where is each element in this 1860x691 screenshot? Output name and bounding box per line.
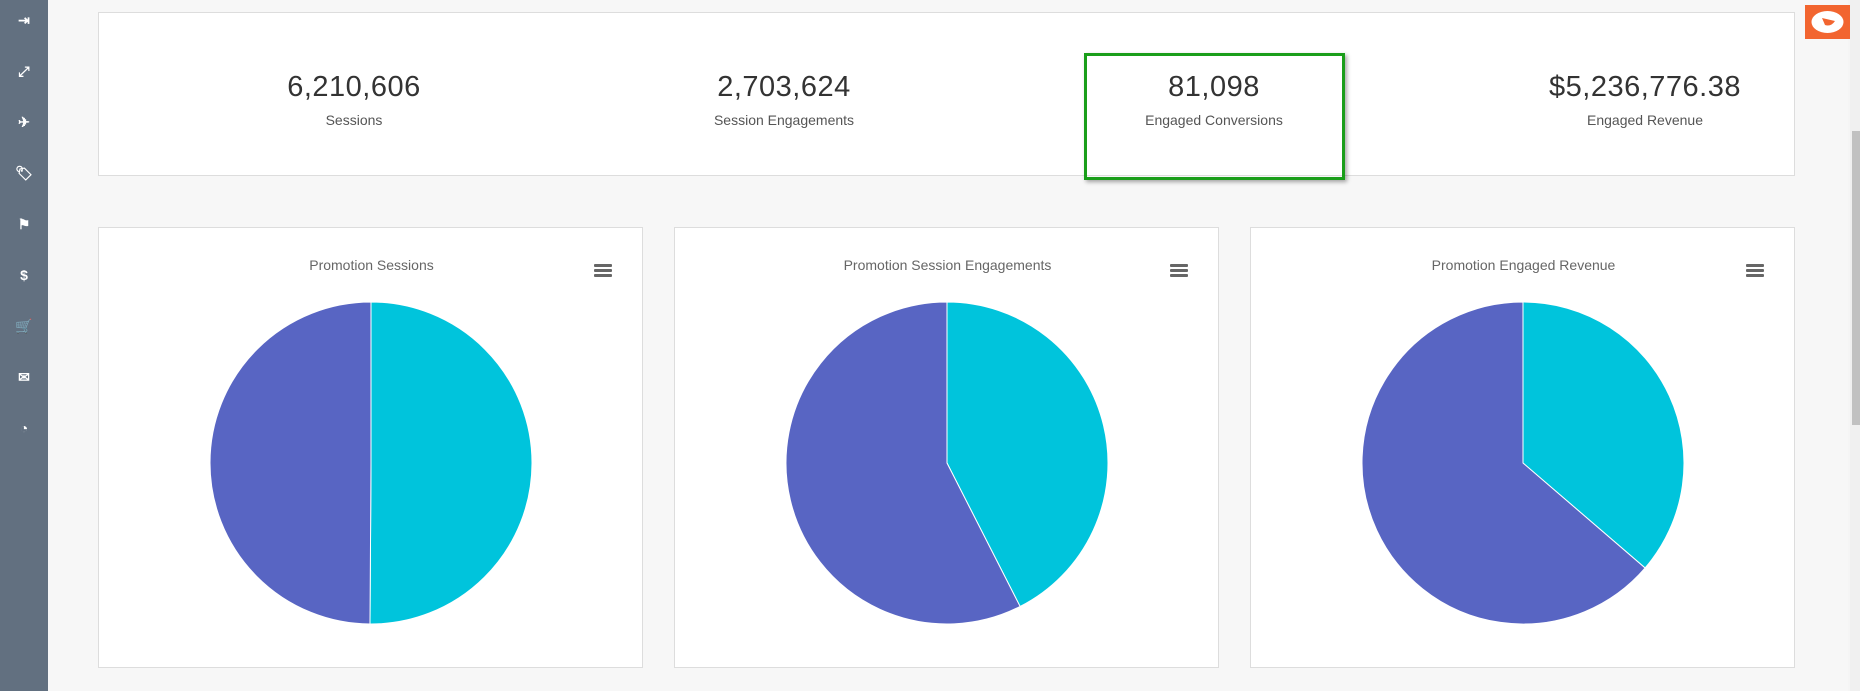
kpi-label: Session Engagements	[713, 112, 855, 128]
pie-slice-1[interactable]	[785, 301, 1021, 625]
sidebar: ⇥ ⤢ ✈ 🏷 ⚑ $ 🛒 ✉ ◔	[0, 0, 48, 691]
kpi-session-engagements: 2,703,624 Session Engagements	[634, 13, 934, 177]
sign-out-icon[interactable]: ⇥	[18, 11, 30, 28]
flag-icon[interactable]: ⚑	[17, 215, 31, 232]
chart-card-promotion-engaged-revenue: Promotion Engaged Revenue	[1250, 227, 1795, 668]
chart-title: Promotion Session Engagements	[843, 257, 1052, 273]
main-content: 6,210,606 Sessions 2,703,624 Session Eng…	[48, 0, 1848, 691]
logo-icon	[1811, 11, 1844, 33]
chart-card-promotion-sessions: Promotion Sessions	[98, 227, 643, 668]
pie-chart	[785, 301, 1109, 625]
chart-title: Promotion Sessions	[309, 257, 434, 273]
pie-slice-1[interactable]	[209, 301, 372, 625]
app-logo[interactable]	[1805, 5, 1850, 39]
kpi-value: 2,703,624	[717, 71, 851, 103]
pie-slice-0[interactable]	[369, 301, 533, 625]
pie-slice-0[interactable]	[946, 301, 1109, 608]
kpi-value: 6,210,606	[287, 71, 421, 103]
kpi-value: 81,098	[1168, 71, 1260, 103]
kpi-engaged-revenue: $5,236,776.38 Engaged Revenue	[1495, 13, 1795, 177]
kpi-label: Engaged Conversions	[1145, 112, 1283, 128]
chart-title: Promotion Engaged Revenue	[1431, 257, 1616, 273]
chart-menu-icon[interactable]	[1746, 264, 1764, 278]
dollar-icon[interactable]: $	[20, 267, 28, 283]
kpi-label: Engaged Revenue	[1587, 112, 1703, 128]
chart-card-promotion-session-engagements: Promotion Session Engagements	[674, 227, 1219, 668]
scrollbar-thumb[interactable]	[1852, 131, 1860, 425]
highlight-box	[1084, 53, 1345, 180]
chart-menu-icon[interactable]	[594, 264, 612, 278]
dashboard-icon[interactable]: ◔	[19, 420, 29, 436]
kpi-summary-card: 6,210,606 Sessions 2,703,624 Session Eng…	[98, 12, 1795, 180]
envelope-icon[interactable]: ✉	[18, 368, 30, 385]
kpi-engaged-conversions: 81,098 Engaged Conversions	[1064, 13, 1364, 177]
pie-slice-1[interactable]	[1361, 301, 1646, 625]
plane-icon[interactable]: ✈	[18, 113, 30, 130]
chart-menu-icon[interactable]	[1170, 264, 1188, 278]
kpi-sessions: 6,210,606 Sessions	[204, 13, 504, 177]
tags-icon[interactable]: 🏷	[15, 164, 33, 181]
kpi-value: $5,236,776.38	[1549, 71, 1741, 103]
pie-slice-0[interactable]	[1522, 301, 1685, 569]
pie-chart	[209, 301, 533, 625]
cart-icon[interactable]: 🛒	[15, 317, 33, 334]
pie-chart	[1361, 301, 1685, 625]
kpi-label: Sessions	[325, 112, 383, 128]
resize-icon[interactable]: ⤢	[18, 62, 30, 79]
